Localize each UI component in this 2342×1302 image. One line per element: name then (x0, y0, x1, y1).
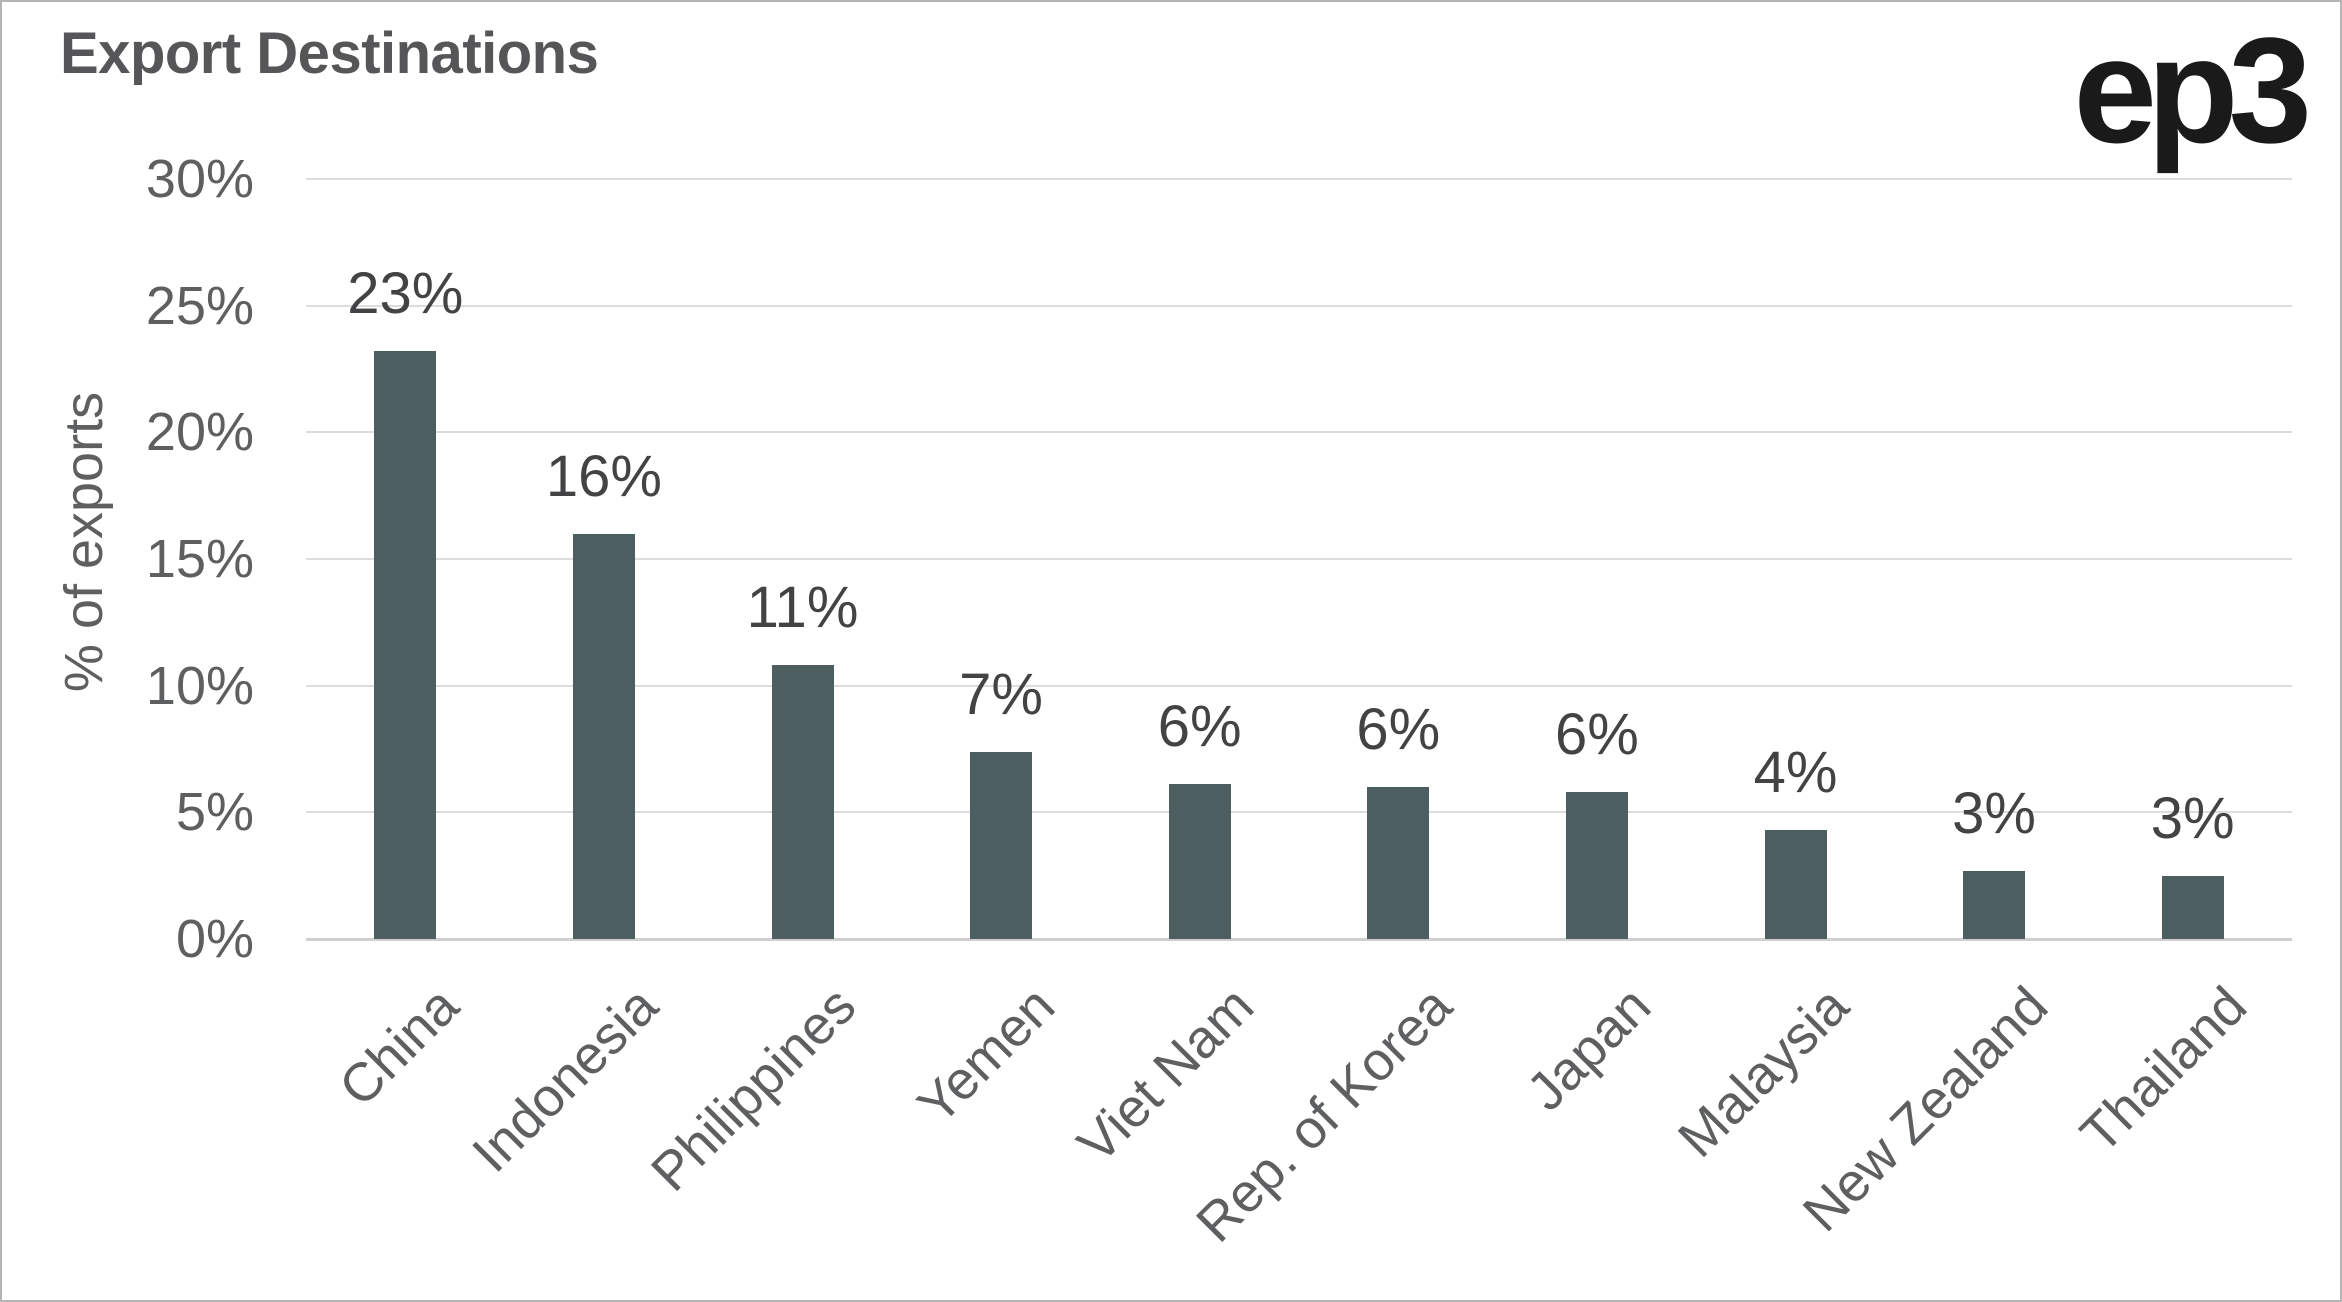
gridline (306, 178, 2292, 180)
bar-thailand (2161, 875, 2224, 939)
bar-yemen (970, 751, 1033, 939)
bar-rep-of-korea (1367, 787, 1430, 939)
bar-value-label: 16% (545, 443, 662, 509)
gridline (306, 558, 2292, 560)
bar-indonesia (572, 533, 635, 939)
y-tick-label: 25% (145, 275, 254, 336)
bar-new-zealand (1963, 870, 2026, 939)
bar-value-label: 7% (959, 661, 1043, 727)
bar-value-label: 6% (1554, 702, 1639, 768)
y-tick-label: 10% (145, 655, 254, 716)
y-tick-label: 15% (145, 529, 254, 589)
gridline (306, 811, 2292, 814)
bar-value-label: 3% (1952, 780, 2036, 846)
bar-philippines (771, 665, 834, 939)
x-category-label: Indonesia (460, 975, 669, 1184)
x-category-label: Malaysia (1667, 975, 1861, 1169)
page-title: Export Destinations (60, 21, 599, 86)
bar-value-label: 3% (2150, 785, 2235, 851)
y-tick-label: 0% (175, 909, 254, 969)
bar-value-label: 11% (746, 575, 859, 641)
brand-logo: ep3 (2073, 6, 2313, 174)
x-category-label: Japan (1515, 975, 1662, 1123)
bar-value-label: 23% (347, 261, 464, 327)
bar-value-label: 4% (1753, 740, 1838, 806)
bar-viet-nam (1168, 784, 1231, 939)
x-category-label: Viet Nam (1065, 975, 1265, 1175)
x-category-label: Yemen (906, 975, 1067, 1136)
bar-value-label: 6% (1157, 694, 1242, 760)
bar-japan (1565, 792, 1628, 939)
bar-value-label: 6% (1356, 697, 1441, 762)
bar-china (374, 351, 437, 939)
gridline (306, 431, 2292, 434)
x-category-label: China (328, 975, 471, 1118)
bar-malaysia (1764, 830, 1827, 939)
y-tick-label: 5% (175, 782, 254, 843)
y-tick-label: 20% (145, 402, 254, 463)
gridline (306, 684, 2292, 687)
x-category-label: Philippines (640, 975, 868, 1203)
gridline (306, 304, 2292, 307)
x-axis-baseline (306, 938, 2292, 941)
y-tick-label: 30% (145, 149, 254, 209)
x-category-label: Thailand (2068, 975, 2258, 1165)
plot-area: 23% 16% 11% 7% 6% 6% 6% 4% 3% 3% (306, 178, 2292, 941)
